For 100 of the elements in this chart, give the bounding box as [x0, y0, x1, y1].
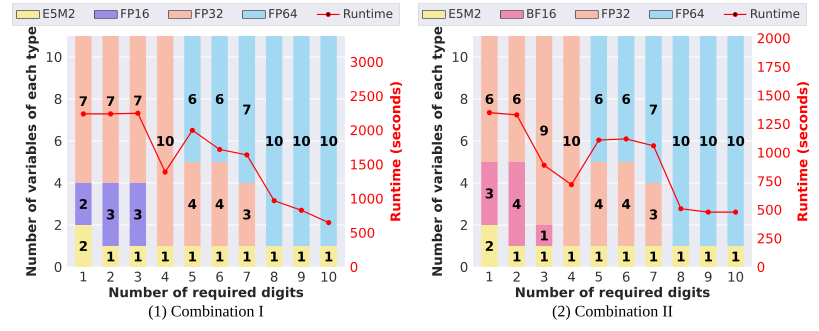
x-tick-label: 4	[162, 272, 169, 282]
bar	[293, 36, 310, 246]
legend-label: Runtime	[344, 8, 392, 18]
data-label: 1	[216, 252, 224, 262]
y-tick-label: 8	[460, 94, 468, 104]
x-tick-label: 10	[728, 272, 744, 282]
data-label: 4	[188, 199, 196, 209]
data-label: 6	[595, 94, 603, 104]
y-tick-label: 6	[460, 136, 468, 146]
x-tick-label: 2	[107, 272, 114, 282]
bar	[293, 246, 310, 267]
point	[298, 208, 304, 213]
bar	[536, 224, 552, 246]
data-label: 4	[594, 199, 603, 209]
y2-tick-label: 1500	[758, 90, 790, 100]
data-label: 7	[650, 104, 658, 114]
data-label: 10	[320, 136, 338, 146]
data-label: 10	[157, 136, 174, 146]
legend-label: Runtime	[751, 8, 800, 18]
data-label: 7	[134, 96, 142, 106]
data-label: 1	[596, 252, 603, 262]
bar	[672, 36, 690, 246]
bar	[536, 36, 552, 225]
bar	[75, 224, 92, 267]
legend-label: FP64	[676, 8, 704, 18]
data-label: 6	[486, 94, 494, 104]
data-label: 10	[673, 136, 690, 146]
point	[162, 169, 168, 175]
data-label: 1	[705, 252, 712, 262]
y-tick-label: 6	[54, 136, 62, 146]
data-label: 6	[216, 94, 224, 104]
data-label: 1	[514, 252, 520, 262]
data-label: 6	[622, 94, 630, 104]
point	[706, 209, 711, 215]
bar	[727, 36, 744, 246]
y2-tick-label: 500	[758, 204, 782, 215]
data-label: 1	[568, 252, 576, 262]
legend-label: E5M2	[449, 8, 480, 18]
x-tick-label: 8	[270, 272, 278, 282]
y-tick-label: 4	[54, 178, 62, 188]
x-tick-label: 1	[486, 272, 492, 282]
data-label: 1	[678, 252, 685, 262]
bar	[211, 246, 228, 267]
legend-label: FP64	[269, 8, 297, 18]
y2-tick-label: 3000	[350, 56, 383, 67]
data-label: 1	[189, 252, 196, 262]
bar	[618, 36, 634, 162]
bar	[618, 162, 634, 246]
data-label: 1	[732, 252, 740, 262]
y-tick-label: 8	[54, 94, 62, 104]
data-label: 1	[326, 252, 332, 262]
bar	[266, 36, 282, 246]
y2-tick-label: 0	[350, 262, 358, 272]
point	[624, 136, 629, 142]
bar	[618, 246, 634, 267]
y-tick-label: 2	[460, 220, 467, 230]
point	[568, 182, 574, 188]
data-label: 10	[564, 136, 580, 146]
x-tick-label: 7	[650, 272, 657, 282]
text: (2) Combination II	[552, 305, 672, 320]
point	[244, 152, 250, 158]
data-label: 1	[107, 252, 114, 262]
x-tick-label: 5	[596, 272, 602, 282]
bar	[130, 246, 146, 267]
legend-label: E5M2	[43, 8, 74, 18]
legend-label: FP16	[121, 8, 149, 18]
bar	[102, 246, 119, 267]
bar	[320, 36, 337, 246]
data-label: 4	[216, 199, 224, 209]
data-label: 9	[540, 125, 548, 136]
x-tick-label: 9	[298, 272, 305, 282]
y2-tick-label: 2500	[350, 91, 383, 102]
y-axis-title: Number of variables of each type	[26, 26, 39, 276]
bar	[102, 36, 119, 183]
point	[217, 146, 222, 152]
data-label: 7	[243, 104, 250, 114]
y2-tick-label: 1000	[351, 194, 383, 204]
y2-tick-label: 2000	[350, 125, 383, 136]
point	[596, 137, 602, 143]
point	[678, 206, 684, 212]
bar	[508, 36, 525, 162]
y2-tick-label: 1250	[758, 118, 790, 130]
data-label: 3	[134, 209, 142, 220]
bar	[481, 162, 498, 225]
y-tick-label: 4	[460, 178, 468, 188]
data-label: 7	[80, 96, 87, 106]
data-label: 7	[106, 96, 114, 106]
point	[80, 111, 86, 116]
x-tick-label: 3	[540, 272, 548, 282]
data-label: 10	[700, 136, 717, 146]
bar	[211, 36, 228, 162]
x-tick-label: 3	[134, 272, 142, 282]
x-tick-label: 4	[568, 272, 575, 282]
data-label: 10	[294, 136, 310, 146]
bar	[320, 246, 337, 267]
bar	[645, 36, 662, 183]
point	[135, 110, 140, 116]
data-label: 2	[486, 241, 493, 251]
bar	[481, 224, 498, 267]
y-tick-label: 2	[54, 220, 61, 230]
